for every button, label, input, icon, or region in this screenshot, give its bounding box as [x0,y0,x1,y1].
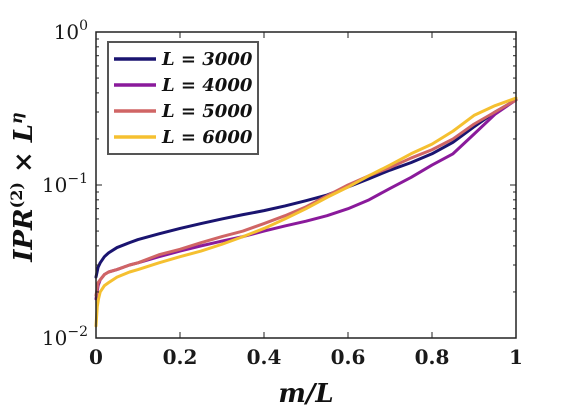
legend-label-3: L = 5000 [161,101,253,122]
x-axis-label: m/L [278,379,333,409]
legend-label-4: L = 6000 [161,127,253,148]
series-line-4 [94,96,518,328]
y-tick-label: 10−2 [42,324,88,350]
x-tick-label: 0.4 [247,345,282,369]
x-tick-label: 1 [509,345,523,369]
x-tick-label: 0.8 [415,345,450,369]
y-axis-label: IPR(2) × Lη [7,112,39,262]
series-line-1 [94,98,518,279]
y-tick-label: 100 [54,18,88,44]
legend-label-1: L = 3000 [161,49,253,70]
x-tick-label: 0 [89,345,103,369]
series-line-3 [94,98,518,297]
x-tick-label: 0.2 [163,345,198,369]
x-tick-label: 0.6 [331,345,366,369]
y-tick-label: 10−1 [42,171,88,197]
axis-labels-layer: m/L IPR(2) × Lη [7,112,334,409]
series-layer [94,96,518,328]
legend: L = 3000 L = 4000 L = 5000 L = 6000 [107,41,259,155]
ticks-layer: 0 0.2 0.4 0.6 0.8 1 10−2 10−1 100 [42,18,523,369]
legend-label-2: L = 4000 [161,75,253,96]
